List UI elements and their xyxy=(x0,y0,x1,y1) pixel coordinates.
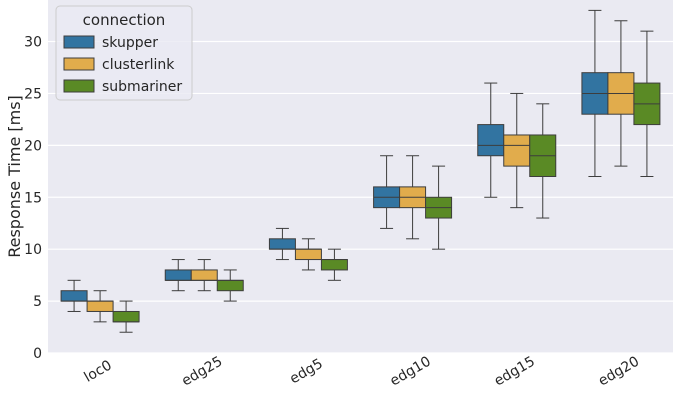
box-submariner-edg25 xyxy=(216,269,244,302)
box-body xyxy=(503,134,531,167)
x-tick-label: edg25 xyxy=(179,354,225,390)
x-tick-labels: loc0 edg25 edg5 edg10 edg15 edg20 xyxy=(81,354,642,390)
legend-swatch-skupper xyxy=(63,35,95,49)
y-tick-label: 20 xyxy=(24,138,42,154)
x-tick-label: edg20 xyxy=(596,354,642,390)
y-tick-label: 5 xyxy=(33,294,42,310)
y-tick-label: 15 xyxy=(24,190,42,206)
legend-title: connection xyxy=(83,11,166,29)
box-body xyxy=(477,124,505,157)
box-skupper-edg10 xyxy=(373,155,401,229)
legend-label-submariner: submariner xyxy=(102,79,182,95)
box-submariner-edg10 xyxy=(425,165,453,250)
box-body xyxy=(112,310,140,323)
box-body xyxy=(268,238,296,250)
grid-lines xyxy=(48,40,673,354)
y-axis-label: Response Time [ms] xyxy=(5,95,24,258)
box-submariner-edg15 xyxy=(529,103,557,219)
y-tick-labels: 0 5 10 15 20 25 30 xyxy=(24,35,42,362)
box-body xyxy=(190,269,218,281)
box-skupper-edg20 xyxy=(581,9,609,177)
box-body xyxy=(60,290,88,302)
legend-swatch-submariner xyxy=(63,79,95,93)
box-body xyxy=(294,248,322,261)
y-tick-label: 10 xyxy=(24,242,42,258)
box-submariner-edg20 xyxy=(633,30,661,177)
box-clusterlink-edg20 xyxy=(607,20,635,167)
box-skupper-edg15 xyxy=(477,82,505,198)
x-tick-label: edg5 xyxy=(287,356,326,388)
legend: connection skupper clusterlink submariner xyxy=(55,5,193,101)
box-body xyxy=(216,279,244,292)
box-clusterlink-loc0 xyxy=(86,290,114,323)
box-submariner-edg5 xyxy=(320,248,348,281)
box-clusterlink-edg25 xyxy=(190,259,218,292)
y-tick-label: 25 xyxy=(24,86,42,102)
box-body xyxy=(164,269,192,281)
y-tick-label: 0 xyxy=(33,346,42,362)
box-skupper-edg5 xyxy=(268,227,296,261)
legend-frame xyxy=(55,5,193,101)
legend-label-skupper: skupper xyxy=(102,35,158,51)
legend-swatch-clusterlink xyxy=(63,57,95,71)
box-skupper-loc0 xyxy=(60,279,88,312)
box-body xyxy=(320,259,348,271)
legend-label-clusterlink: clusterlink xyxy=(102,57,175,73)
box-body xyxy=(86,300,114,312)
y-tick-label: 30 xyxy=(24,35,42,51)
x-tick-label: edg10 xyxy=(387,354,433,390)
x-tick-label: edg15 xyxy=(492,354,538,390)
boxes xyxy=(60,9,661,333)
box-submariner-loc0 xyxy=(112,300,140,333)
x-tick-label: loc0 xyxy=(81,357,114,385)
box-clusterlink-edg5 xyxy=(294,238,322,271)
